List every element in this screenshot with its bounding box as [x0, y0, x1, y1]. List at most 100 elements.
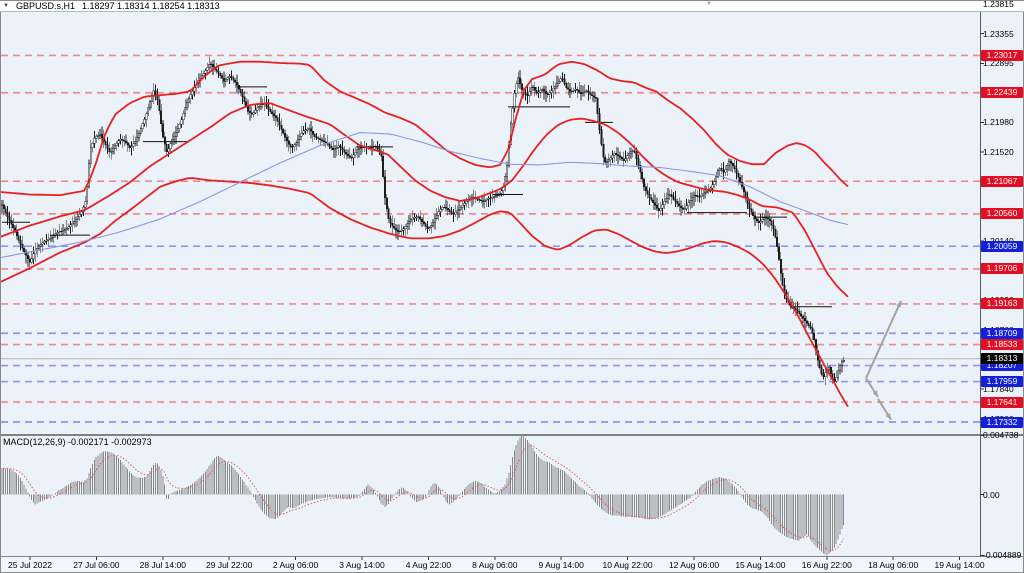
candle-body [641, 172, 644, 180]
candle-body [483, 200, 486, 202]
candle-body [260, 104, 262, 107]
candle-body [289, 143, 292, 148]
chart-dropdown-icon[interactable]: ▼ [3, 3, 9, 9]
candle-body [106, 144, 109, 149]
candle-body [463, 203, 466, 206]
candle-body [496, 194, 499, 197]
price-tick-label: 1.21980 [983, 117, 1014, 128]
projection-arrow-line[interactable] [865, 300, 902, 379]
candle-body [552, 88, 555, 91]
candle-body [132, 143, 135, 147]
candle-body [58, 231, 61, 233]
candle-body [112, 148, 114, 152]
candle-body [99, 133, 102, 136]
candle-body [837, 370, 840, 378]
candle-body [184, 107, 187, 114]
candle-body [798, 310, 801, 314]
candle-body [206, 67, 209, 71]
candle-body [278, 121, 281, 126]
candle-body [359, 147, 362, 150]
bollinger-middle-band [1, 102, 849, 298]
candle-body [511, 107, 514, 125]
candle-body [400, 229, 403, 232]
candle-body [598, 113, 601, 131]
candle-body [578, 89, 581, 93]
candle-body [80, 211, 83, 215]
time-tick-label: 12 Aug 06:00 [668, 560, 720, 570]
candle-body [298, 136, 301, 141]
support-price-badge: 1.18207 [981, 360, 1023, 372]
candle-body [576, 88, 579, 91]
candle-body [358, 148, 361, 151]
candle-body [228, 76, 231, 79]
candle-body [8, 216, 11, 221]
candle-body [315, 136, 318, 139]
candle-body [768, 218, 771, 222]
candle-body [63, 229, 66, 232]
time-tick-label: 9 Aug 14:00 [538, 560, 584, 570]
candle-body [493, 196, 496, 198]
candle-body [121, 139, 124, 141]
candle-body [452, 212, 455, 215]
time-tick-label: 28 Jul 14:00 [139, 560, 186, 570]
candle-body [39, 243, 42, 247]
candle-body [91, 142, 94, 149]
candle-body [308, 128, 311, 130]
candle-body [419, 216, 422, 220]
candle-body [189, 94, 192, 100]
candle-body [506, 165, 509, 177]
candle-body [97, 134, 100, 137]
candle-body [672, 196, 675, 200]
candle-body [324, 141, 327, 144]
candle-body [609, 157, 612, 161]
candle-body [78, 214, 81, 217]
macd-name: MACD(12,26,9) [3, 437, 66, 447]
candle-body [478, 199, 481, 201]
candle-body [729, 160, 732, 164]
candle-body [247, 106, 250, 112]
candle-body [241, 92, 244, 97]
candle-body [796, 308, 799, 312]
candle-body [637, 158, 640, 166]
projection-arrows[interactable] [865, 300, 902, 421]
candle-body [617, 154, 620, 157]
candle-body [822, 373, 825, 378]
candle-body [461, 204, 464, 208]
candle-body [258, 105, 261, 108]
candle-body [221, 75, 224, 79]
candle-body [779, 258, 782, 274]
candle-body [86, 185, 89, 203]
trend-segments[interactable] [2, 86, 832, 308]
candle-body [186, 102, 188, 108]
candle-body [581, 92, 584, 95]
candle-body [383, 176, 386, 199]
candle-body [570, 90, 573, 93]
candle-body [287, 140, 290, 145]
candle-body [500, 190, 503, 194]
candle-body [134, 140, 137, 145]
candle-body [744, 191, 747, 198]
candle-body [811, 327, 814, 334]
candle-body [755, 218, 758, 221]
candle-body [646, 190, 649, 195]
candle-body [422, 221, 425, 225]
candle-body [210, 64, 213, 66]
candle-body [644, 186, 647, 191]
candle-body [173, 135, 176, 140]
candle-body [95, 136, 98, 139]
candle-body [624, 158, 627, 161]
candle-body [115, 143, 118, 147]
candle-body [533, 86, 536, 91]
price-tick-label: 1.17840 [983, 384, 1014, 395]
candle-body [2, 204, 5, 210]
candle-body [450, 211, 453, 214]
candle-body [339, 145, 342, 148]
macd-scale-zero: 0.00 [983, 490, 1000, 500]
candle-body [700, 195, 703, 198]
macd-values: -0.002171 -0.002973 [68, 437, 152, 447]
candle-body [23, 247, 26, 252]
candle-body [665, 197, 668, 202]
time-tick-label: 2 Aug 06:00 [272, 560, 319, 570]
candle-body [52, 235, 55, 238]
